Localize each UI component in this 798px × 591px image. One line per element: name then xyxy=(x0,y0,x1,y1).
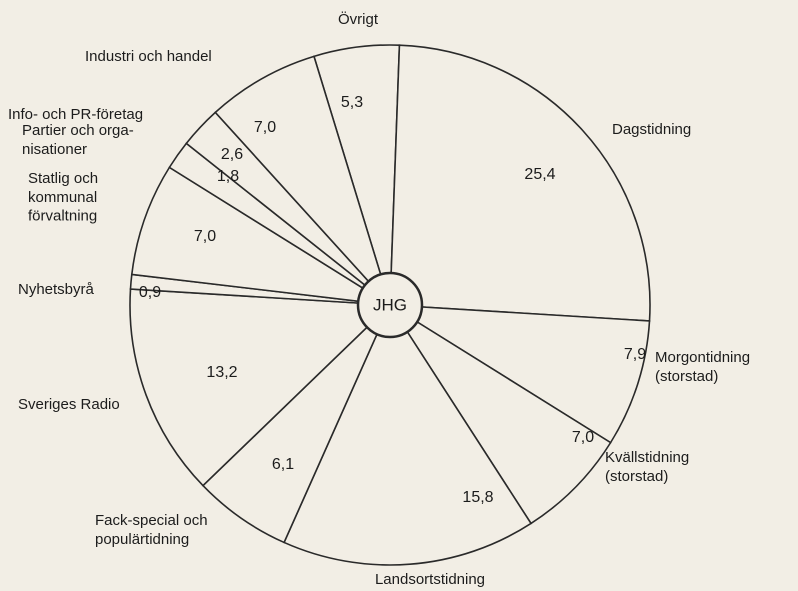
pie-slice xyxy=(389,304,612,525)
category-label: Landsortstidning xyxy=(375,571,485,588)
category-label: Statlig och kommunal förvaltning xyxy=(28,170,98,225)
pie-slice xyxy=(214,55,391,306)
center-label: JHG xyxy=(373,295,407,314)
category-label: Sveriges Radio xyxy=(18,396,120,413)
value-label: 0,9 xyxy=(139,284,161,301)
pie-slice xyxy=(283,303,533,566)
value-label: 15,8 xyxy=(462,489,493,506)
value-label: 7,9 xyxy=(624,346,646,363)
value-label: 1,8 xyxy=(217,168,239,185)
category-label: Dagstidning xyxy=(612,121,691,138)
category-label: Morgontidning (storstad) xyxy=(655,349,750,385)
pie-slice xyxy=(129,288,392,487)
category-label: Fack-special och populärtidning xyxy=(95,512,208,548)
category-label: Info- och PR-företag xyxy=(8,106,143,123)
value-label: 7,0 xyxy=(254,119,276,136)
value-label: 7,0 xyxy=(572,429,594,446)
value-label: 25,4 xyxy=(524,166,555,183)
category-label: Kvällstidning (storstad) xyxy=(605,449,689,485)
value-label: 2,6 xyxy=(221,146,243,163)
value-label: 7,0 xyxy=(194,228,216,245)
center-circle xyxy=(356,271,424,339)
pie-slice xyxy=(389,304,651,444)
category-label: Nyhetsbyrå xyxy=(18,281,95,298)
pie-slice xyxy=(130,166,391,306)
value-label: 13,2 xyxy=(206,364,237,381)
category-label: Industri och handel xyxy=(85,48,212,65)
category-label: Övrigt xyxy=(338,10,379,28)
value-label: 5,3 xyxy=(341,94,363,111)
pie-slice xyxy=(389,44,651,322)
value-label: 6,1 xyxy=(272,456,294,473)
category-label: Partier och orga-nisationer xyxy=(22,122,134,158)
